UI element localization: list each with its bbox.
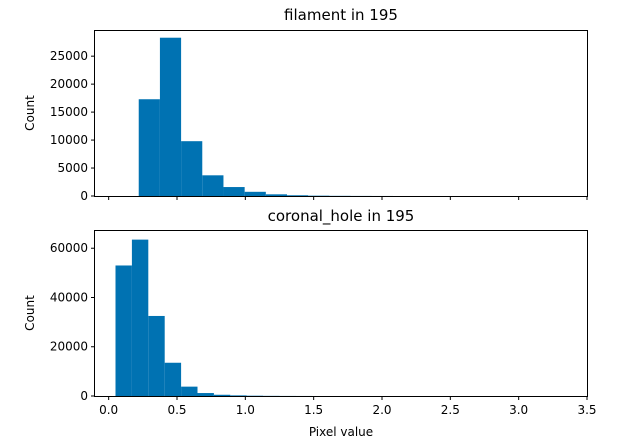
histogram-bar-5 <box>197 393 214 396</box>
filament-histogram-panel: filament in 195 0 5000 10000 15000 20000 2500… <box>23 6 588 203</box>
x-tick-label: 0.5 <box>167 403 186 417</box>
x-tick-label: 2.0 <box>372 403 391 417</box>
x-tick-label: 0.0 <box>99 403 118 417</box>
x-axis-ticks: 0.0 0.5 1.0 1.5 2.0 2.5 3.0 3.5 <box>99 396 597 417</box>
y-tick-label: 0 <box>80 189 88 203</box>
x-tick-label: 3.0 <box>509 403 528 417</box>
histogram-bar-7 <box>230 395 247 396</box>
y-axis-label: Count <box>23 95 37 131</box>
histogram-bar-4 <box>181 386 198 396</box>
y-tick-label: 15000 <box>50 105 88 119</box>
coronal-hole-histogram-panel: coronal_hole in 195 0 20000 40000 60000 0.0… <box>23 207 597 439</box>
y-tick-label: 40000 <box>50 290 88 304</box>
y-tick-label: 20000 <box>50 77 88 91</box>
histogram-bar-2 <box>148 315 165 396</box>
y-tick-label: 5000 <box>57 161 88 175</box>
y-axis-label: Count <box>23 295 37 331</box>
x-axis-label: Pixel value <box>309 425 373 439</box>
histogram-bar-1 <box>159 37 182 197</box>
chart-title: coronal_hole in 195 <box>268 207 415 226</box>
x-tick-label: 1.0 <box>236 403 255 417</box>
y-axis-ticks: 0 5000 10000 15000 20000 25000 <box>50 49 95 203</box>
y-tick-label: 0 <box>80 389 88 403</box>
histogram-bars <box>138 37 393 197</box>
plot-frame <box>94 230 588 397</box>
histogram-bar-7 <box>287 195 309 196</box>
y-axis-ticks: 0 20000 40000 60000 <box>50 241 95 403</box>
y-tick-label: 10000 <box>50 133 88 147</box>
histogram-bar-0 <box>115 265 132 396</box>
x-tick-label: 3.5 <box>577 403 596 417</box>
histogram-bar-6 <box>265 194 288 196</box>
x-tick-label: 1.5 <box>304 403 323 417</box>
histogram-bars <box>115 239 313 396</box>
histogram-bar-5 <box>244 191 266 196</box>
histogram-bar-1 <box>131 239 149 396</box>
histogram-bar-3 <box>202 175 224 196</box>
histogram-bar-3 <box>164 362 182 396</box>
histogram-bar-4 <box>223 187 245 196</box>
histogram-bar-0 <box>138 99 160 196</box>
chart-title: filament in 195 <box>284 6 398 24</box>
y-tick-label: 25000 <box>50 49 88 63</box>
histogram-bar-2 <box>181 141 203 196</box>
histogram-bar-6 <box>213 394 231 396</box>
y-tick-label: 20000 <box>50 340 88 354</box>
plot-frame <box>94 30 588 197</box>
y-tick-label: 60000 <box>50 241 88 255</box>
x-tick-label: 2.5 <box>441 403 460 417</box>
